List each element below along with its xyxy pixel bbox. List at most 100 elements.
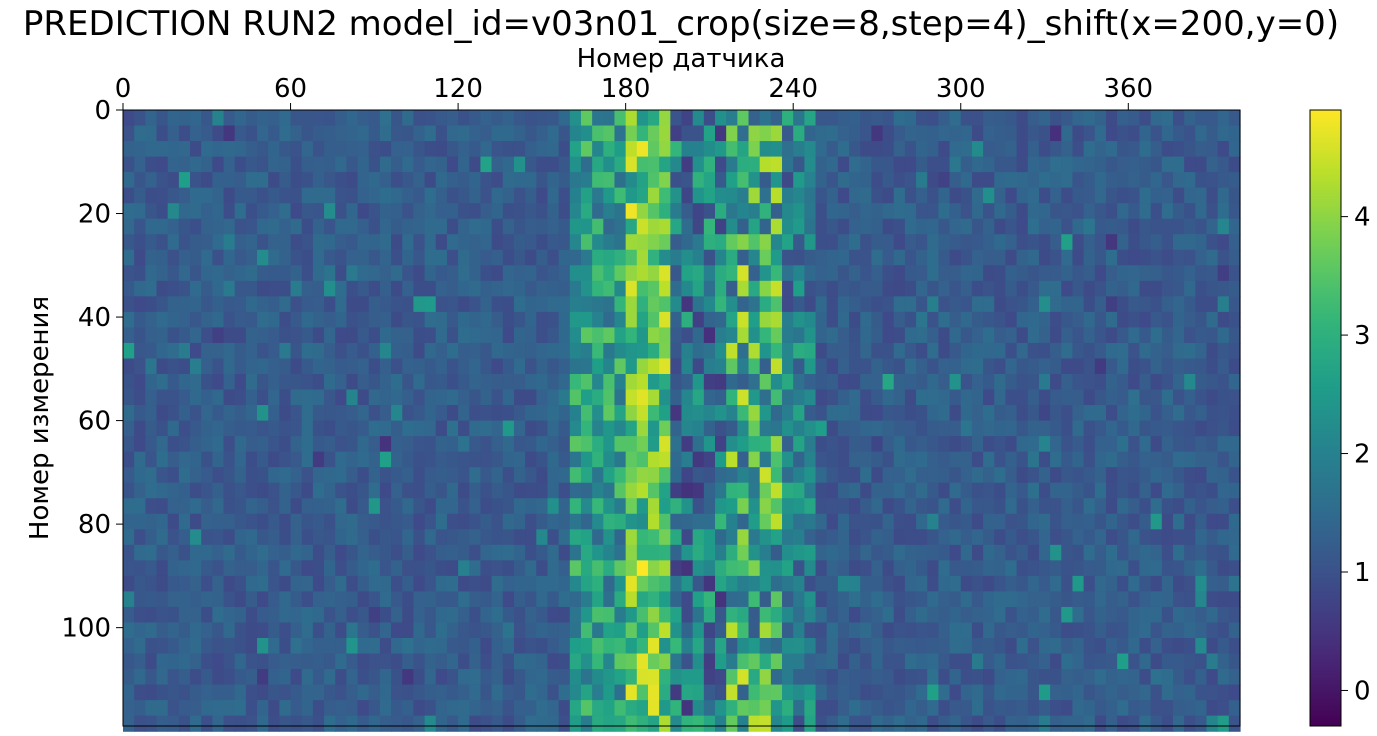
heatmap-cell xyxy=(1184,389,1196,406)
heatmap-cell xyxy=(1027,296,1040,313)
heatmap-cell xyxy=(424,467,437,484)
heatmap-cell xyxy=(871,653,884,670)
heatmap-cell xyxy=(491,700,504,717)
heatmap-cell xyxy=(156,560,169,577)
heatmap-cell xyxy=(770,575,783,593)
heatmap-cell xyxy=(525,218,537,235)
heatmap-cell xyxy=(1072,560,1085,577)
heatmap-cell xyxy=(681,669,694,686)
heatmap-cell xyxy=(458,280,470,297)
heatmap-cell xyxy=(782,311,794,329)
heatmap-cell xyxy=(257,110,269,127)
heatmap-cell xyxy=(703,389,716,406)
heatmap-cell xyxy=(681,575,694,593)
heatmap-cell xyxy=(949,700,962,717)
heatmap-cell xyxy=(167,606,180,624)
heatmap-cell xyxy=(703,311,716,329)
heatmap-cell xyxy=(1027,125,1040,142)
heatmap-cell xyxy=(446,156,459,173)
heatmap-cell xyxy=(759,622,772,639)
heatmap-cell xyxy=(770,125,783,142)
heatmap-cell xyxy=(1083,374,1096,391)
heatmap-cell xyxy=(726,436,738,453)
heatmap-cell xyxy=(1150,653,1163,670)
heatmap-cell xyxy=(849,187,861,204)
heatmap-cell xyxy=(435,638,448,655)
heatmap-cell xyxy=(1083,451,1096,468)
heatmap-cell xyxy=(871,125,884,142)
heatmap-cell xyxy=(1128,156,1141,173)
heatmap-cell xyxy=(782,513,794,530)
heatmap-cell xyxy=(1150,218,1163,235)
heatmap-cell xyxy=(994,420,1007,437)
heatmap-cell xyxy=(1117,358,1129,375)
heatmap-cell xyxy=(513,156,526,173)
heatmap-cell xyxy=(782,296,794,313)
heatmap-cell xyxy=(391,327,403,344)
heatmap-cell xyxy=(882,342,895,360)
heatmap-cell xyxy=(1228,606,1241,624)
heatmap-cell xyxy=(1150,249,1163,266)
heatmap-cell xyxy=(1172,405,1185,422)
heatmap-cell xyxy=(826,684,839,701)
heatmap-cell xyxy=(592,218,604,235)
heatmap-cell xyxy=(770,358,783,375)
heatmap-cell xyxy=(335,513,347,530)
heatmap-cell xyxy=(703,638,716,655)
heatmap-cell xyxy=(1150,296,1163,313)
heatmap-cell xyxy=(569,156,582,173)
heatmap-cell xyxy=(1195,591,1208,608)
heatmap-cell xyxy=(625,544,638,561)
heatmap-cell xyxy=(1083,203,1096,220)
heatmap-cell xyxy=(826,405,839,422)
heatmap-cell xyxy=(1016,669,1029,686)
heatmap-cell xyxy=(335,249,347,266)
heatmap-cell xyxy=(916,125,928,142)
heatmap-cell xyxy=(234,265,247,282)
heatmap-cell xyxy=(592,436,604,453)
heatmap-cell xyxy=(860,280,872,297)
heatmap-cell xyxy=(1038,467,1051,484)
heatmap-cell xyxy=(536,498,549,515)
heatmap-cell xyxy=(647,374,660,391)
heatmap-cell xyxy=(592,591,604,608)
heatmap-cell xyxy=(815,218,828,235)
heatmap-cell xyxy=(279,544,292,561)
heatmap-cell xyxy=(882,234,895,251)
heatmap-cell xyxy=(681,544,694,561)
heatmap-cell xyxy=(223,234,236,251)
heatmap-cell xyxy=(301,249,314,266)
heatmap-cell xyxy=(1172,451,1185,468)
heatmap-cell xyxy=(1206,296,1219,313)
heatmap-cell xyxy=(1206,420,1219,437)
heatmap-cell xyxy=(703,249,716,266)
heatmap-cell xyxy=(1150,575,1163,593)
heatmap-cell xyxy=(156,203,169,220)
heatmap-cell xyxy=(167,141,180,158)
heatmap-cell xyxy=(636,110,649,127)
heatmap-cell xyxy=(335,187,347,204)
heatmap-cell xyxy=(960,638,973,655)
heatmap-cell xyxy=(625,234,638,251)
heatmap-cell xyxy=(1083,591,1096,608)
heatmap-cell xyxy=(1139,436,1152,453)
heatmap-cell xyxy=(659,405,671,422)
heatmap-cell xyxy=(1083,498,1096,515)
heatmap-cell xyxy=(983,498,995,515)
heatmap-cell xyxy=(726,234,738,251)
heatmap-cell xyxy=(871,374,884,391)
heatmap-cell xyxy=(480,327,493,344)
heatmap-cell xyxy=(458,374,470,391)
heatmap-cell xyxy=(234,249,247,266)
heatmap-cell xyxy=(893,125,906,142)
heatmap-cell xyxy=(279,529,292,546)
heatmap-cell xyxy=(223,110,236,127)
heatmap-cell xyxy=(748,218,761,235)
heatmap-cell xyxy=(413,498,426,515)
heatmap-cell xyxy=(603,358,616,375)
heatmap-cell xyxy=(368,141,381,158)
heatmap-cell xyxy=(502,498,515,515)
heatmap-cell xyxy=(513,513,526,530)
heatmap-cell xyxy=(737,358,750,375)
heatmap-cell xyxy=(167,420,180,437)
